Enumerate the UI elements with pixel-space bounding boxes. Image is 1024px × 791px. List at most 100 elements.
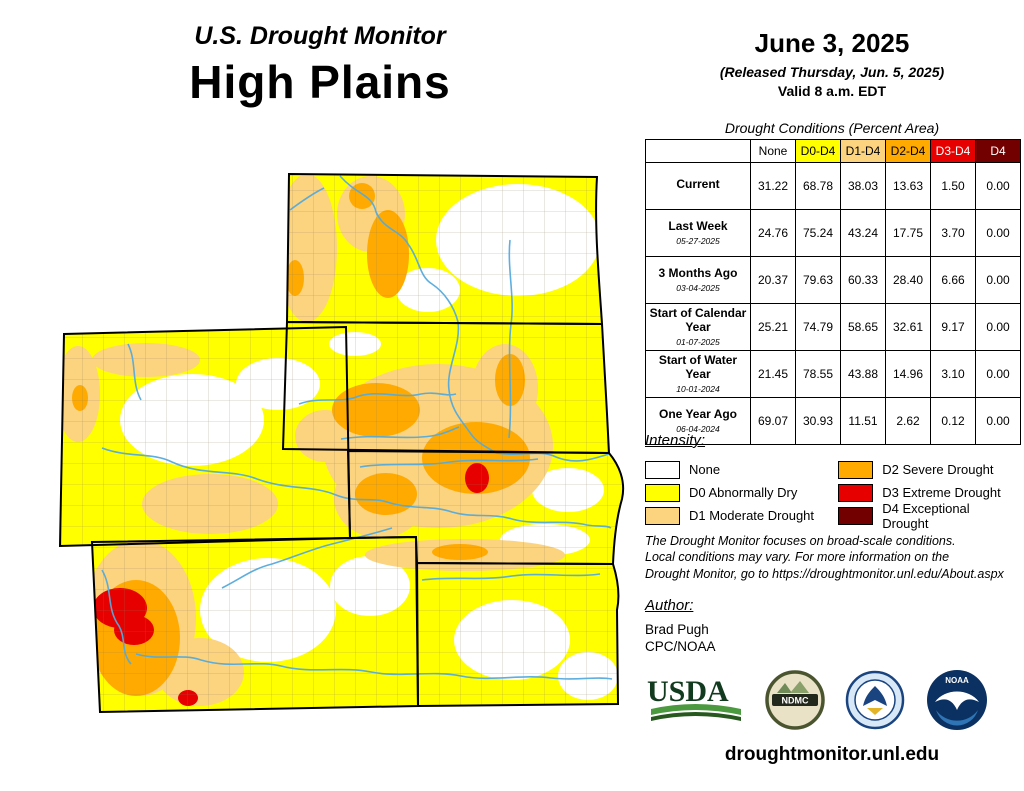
usda-wordmark: USDA [647,675,729,708]
table-row-one-year-ago: One Year Ago 06-04-2024 69.07 30.93 11.51… [645,397,1021,445]
cell-value: 28.40 [885,256,931,304]
map-date: June 3, 2025 [754,28,910,58]
cell-value: 43.88 [840,350,886,398]
drought-layer [60,174,624,712]
row-date: 01-07-2025 [676,336,720,347]
author-block: Author: Brad Pugh CPC/NOAA [645,597,716,654]
cell-value: 43.24 [840,209,886,257]
cell-value: 17.75 [885,209,931,257]
cpc-seal-logo [845,670,905,730]
noaa-wordmark: NOAA [945,676,969,685]
cell-value: 31.22 [750,162,796,210]
cell-value: 0.00 [975,256,1021,304]
rivers-layer [101,175,613,680]
cell-value: 3.70 [930,209,976,257]
author-org: CPC/NOAA [645,639,716,654]
cell-value: 24.76 [750,209,796,257]
row-label: One Year Ago [658,407,738,422]
legend-swatch-d3 [838,483,874,502]
legend-swatch-d2 [838,460,874,479]
legend-item-d1: D1 Moderate Drought [645,504,838,527]
row-label: 3 Months Ago [658,266,738,281]
cell-value: 78.55 [795,350,841,398]
cell-value: 58.65 [840,303,886,351]
cell-value: 68.78 [795,162,841,210]
cell-value: 0.00 [975,303,1021,351]
cell-value: 0.00 [975,397,1021,445]
state-kansas [415,561,620,708]
cell-value: 74.79 [795,303,841,351]
usda-logo: USDA [647,675,741,721]
disclaimer-text: The Drought Monitor focuses on broad-sca… [645,534,1004,581]
cell-value: 0.00 [975,162,1021,210]
legend-swatch-d4 [838,506,874,525]
col-header-d3d4: D3-D4 [930,139,976,163]
county-grid [60,174,624,712]
row-label: Last Week [668,219,728,234]
cell-value: 0.12 [930,397,976,445]
cell-value: 9.17 [930,303,976,351]
title-block: U.S. Drought Monitor High Plains [88,22,552,109]
ndmc-logo: NDMC [765,670,825,730]
col-header-none: None [750,139,796,163]
col-header-d0d4: D0-D4 [795,139,841,163]
row-label: Start of Calendar Year [649,306,747,334]
region-title: High Plains [189,56,451,108]
table-title: Drought Conditions (Percent Area) [724,120,940,136]
legend-item-d2: D2 Severe Drought [838,458,1017,481]
cell-value: 25.21 [750,303,796,351]
cell-value: 32.61 [885,303,931,351]
colorado-river [101,569,132,665]
cell-value: 69.07 [750,397,796,445]
legend-swatch-d0 [645,483,680,502]
cell-value: 0.00 [975,209,1021,257]
table-row-start-calendar-year: Start of Calendar Year 01-07-2025 25.21 7… [645,303,1021,351]
cell-value: 6.66 [930,256,976,304]
cell-value: 11.51 [840,397,886,445]
legend-heading: Intensity: [645,432,706,449]
legend-swatch-none [645,460,680,479]
legend-item-d0: D0 Abnormally Dry [645,481,838,504]
report-title: U.S. Drought Monitor [194,22,446,50]
white-river [340,426,460,440]
cell-value: 60.33 [840,256,886,304]
platte-river [101,447,612,529]
row-label: Start of Water Year [658,353,738,381]
arkansas-river [135,653,613,680]
bighorn-river [127,343,142,401]
legend-item-d4: D4 Exceptional Drought [838,501,1017,531]
col-header-d1d4: D1-D4 [840,139,886,163]
table-row-last-week: Last Week 05-27-2025 24.76 75.24 43.24 17… [645,209,1021,257]
col-header-d2d4: D2-D4 [885,139,931,163]
col-header-d4: D4 [975,139,1021,163]
table-header-row: None D0-D4 D1-D4 D2-D4 D3-D4 D4 [645,139,1021,163]
cheyenne-river [298,392,457,405]
cell-value: 3.10 [930,350,976,398]
drought-map [58,172,625,714]
valid-time: Valid 8 a.m. EDT [777,83,887,99]
intensity-legend: Intensity: None D0 Abnormally Dry D1 Mod… [645,432,1017,531]
missouri-river-lower [495,452,610,462]
drought-conditions-table: None D0-D4 D1-D4 D2-D4 D3-D4 D4 Current … [645,139,1021,445]
row-date: 03-04-2025 [676,282,720,293]
cell-value: 38.03 [840,162,886,210]
south-platte-river [221,527,393,589]
ndmc-wordmark: NDMC [782,696,809,706]
cell-value: 79.63 [795,256,841,304]
row-date: 06-04-2024 [676,423,720,434]
cell-value: 13.63 [885,162,931,210]
date-block: June 3, 2025 (Released Thursday, Jun. 5,… [640,28,1024,99]
missouri-river [339,175,497,454]
niobrara-river [359,458,539,468]
table-row-start-water-year: Start of Water Year 10-01-2024 21.45 78.5… [645,350,1021,398]
noaa-logo: NOAA [927,670,987,730]
author-name: Brad Pugh [645,622,709,637]
table-corner [645,139,751,163]
map-container [40,148,640,728]
cell-value: 14.96 [885,350,931,398]
legend-item-none: None [645,458,838,481]
footer-url: droughtmonitor.unl.edu [724,744,940,765]
kansas-river [421,573,601,581]
cell-value: 20.37 [750,256,796,304]
